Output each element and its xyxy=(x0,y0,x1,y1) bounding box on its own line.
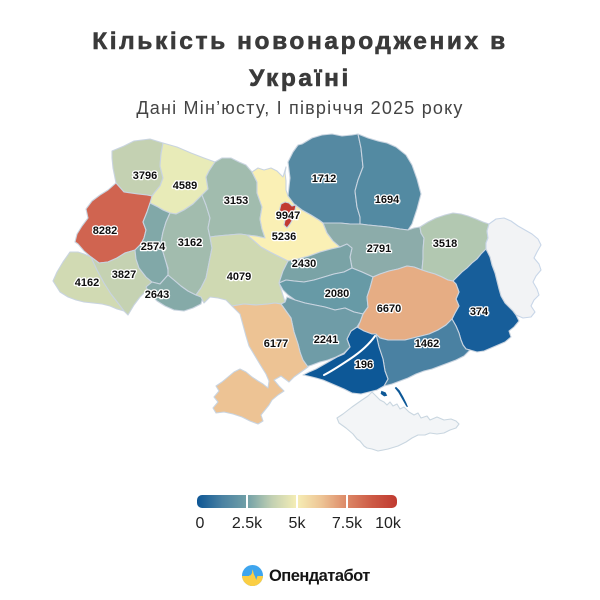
svg-text:3518: 3518 xyxy=(433,238,457,250)
svg-text:9947: 9947 xyxy=(276,210,300,222)
svg-text:1462: 1462 xyxy=(415,338,439,350)
svg-text:2430: 2430 xyxy=(292,258,316,270)
svg-text:2574: 2574 xyxy=(141,241,166,253)
svg-text:196: 196 xyxy=(355,359,373,371)
svg-text:4589: 4589 xyxy=(173,180,197,192)
svg-text:2791: 2791 xyxy=(367,243,391,255)
svg-text:8282: 8282 xyxy=(93,225,117,237)
svg-text:3827: 3827 xyxy=(112,269,136,281)
svg-text:2241: 2241 xyxy=(314,334,338,346)
svg-text:374: 374 xyxy=(470,306,489,318)
svg-text:4079: 4079 xyxy=(227,271,251,283)
svg-text:1712: 1712 xyxy=(312,173,336,185)
svg-text:2080: 2080 xyxy=(325,288,349,300)
svg-text:5236: 5236 xyxy=(272,231,296,243)
svg-text:3162: 3162 xyxy=(178,237,202,249)
svg-text:2643: 2643 xyxy=(145,289,169,301)
svg-text:3153: 3153 xyxy=(224,195,248,207)
svg-text:4162: 4162 xyxy=(75,277,99,289)
svg-text:1694: 1694 xyxy=(375,194,400,206)
svg-text:3796: 3796 xyxy=(133,170,157,182)
svg-text:6177: 6177 xyxy=(264,338,288,350)
svg-text:6670: 6670 xyxy=(377,303,401,315)
